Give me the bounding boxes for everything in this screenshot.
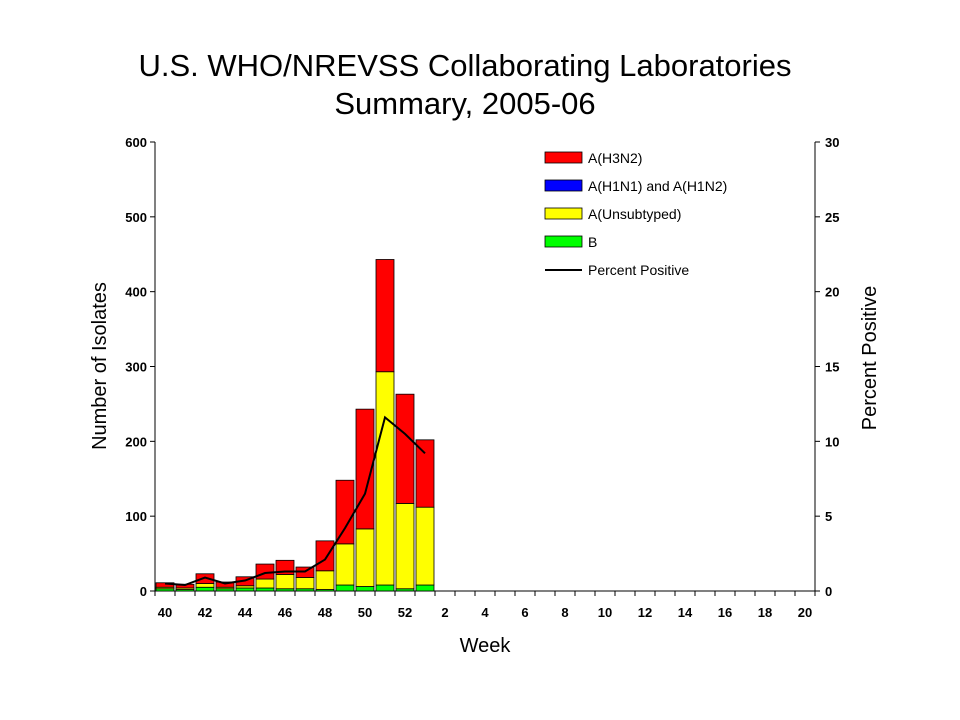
bar-segment [235, 587, 255, 592]
line-layer [164, 415, 426, 587]
x-tick-label: 14 [678, 605, 693, 620]
bar-segment [415, 506, 435, 586]
y-tick-label: 200 [125, 434, 147, 449]
chart-title-line2: Summary, 2005-06 [334, 86, 596, 121]
chart-title-line1: U.S. WHO/NREVSS Collaborating Laboratori… [138, 48, 792, 83]
y-tick-label: 300 [125, 360, 147, 375]
bar-segment [195, 583, 215, 588]
x-tick-label: 12 [638, 605, 652, 620]
x-tick-label: 6 [521, 605, 528, 620]
bar-segment [255, 587, 275, 592]
legend: A(H3N2) A(H1N1) and A(H1N2) A(Unsubtyped) B… [544, 150, 727, 278]
y2-axis-title: Percent Positive [859, 286, 881, 431]
y-tick-label: 600 [125, 135, 147, 150]
bar-segment [395, 393, 415, 504]
x-tick-label: 4 [481, 605, 489, 620]
bar-segment [275, 574, 295, 590]
bar-segment [255, 563, 275, 580]
legend-label: Percent Positive [588, 262, 689, 278]
bar-segment [355, 528, 375, 587]
y-tick-label: 0 [140, 584, 147, 599]
x-tick-label: 16 [718, 605, 732, 620]
x-tick-label: 10 [598, 605, 612, 620]
bar-segment [335, 584, 355, 592]
x-tick-label: 20 [798, 605, 812, 620]
x-tick-label: 46 [278, 605, 292, 620]
y2-tick-label: 20 [825, 285, 839, 300]
legend-label: A(H3N2) [588, 150, 642, 166]
bar-segment [355, 586, 375, 592]
x-tick-label: 50 [358, 605, 372, 620]
bar-segment [195, 586, 215, 592]
bar-segment [415, 584, 435, 592]
y2-tick-label: 0 [825, 584, 832, 599]
y-tick-label: 500 [125, 210, 147, 225]
bar-segment [195, 573, 215, 584]
y2-tick-label: 15 [825, 360, 839, 375]
y-tick-label: 100 [125, 509, 147, 524]
bar-segment [255, 578, 275, 589]
legend-label: A(H1N1) and A(H1N2) [588, 178, 727, 194]
x-axis-title: Week [460, 635, 512, 657]
x-tick-label: 18 [758, 605, 772, 620]
y2-tick-label: 5 [825, 509, 832, 524]
bar-segment [395, 503, 415, 590]
bar-segment [415, 439, 435, 508]
bar-segment [375, 259, 395, 373]
legend-swatch [544, 179, 583, 192]
y-axis-title: Number of Isolates [89, 282, 111, 450]
bar-segment [355, 408, 375, 530]
y2-tick-label: 30 [825, 135, 839, 150]
x-tick-label: 40 [158, 605, 172, 620]
y2-tick-label: 25 [825, 210, 839, 225]
x-tick-label: 2 [441, 605, 448, 620]
bar-segment [375, 371, 395, 586]
bar-segment [215, 581, 235, 588]
legend-swatch [544, 207, 583, 220]
legend-label: B [588, 234, 597, 250]
x-tick-label: 48 [318, 605, 332, 620]
legend-swatch [544, 151, 583, 164]
legend-swatch [544, 235, 583, 248]
y2-tick-label: 10 [825, 434, 839, 449]
bars-layer [155, 259, 435, 592]
bar-segment [375, 584, 395, 592]
x-tick-label: 44 [238, 605, 253, 620]
bar-segment [295, 577, 315, 590]
bar-segment [335, 543, 355, 586]
legend-label: A(Unsubtyped) [588, 206, 681, 222]
y-tick-label: 400 [125, 285, 147, 300]
percent-positive-line [164, 415, 426, 587]
x-tick-label: 42 [198, 605, 212, 620]
bar-segment [315, 570, 335, 590]
x-tick-label: 52 [398, 605, 412, 620]
x-tick-label: 8 [561, 605, 568, 620]
bar-segment [315, 540, 335, 572]
bar-segment [335, 479, 355, 545]
